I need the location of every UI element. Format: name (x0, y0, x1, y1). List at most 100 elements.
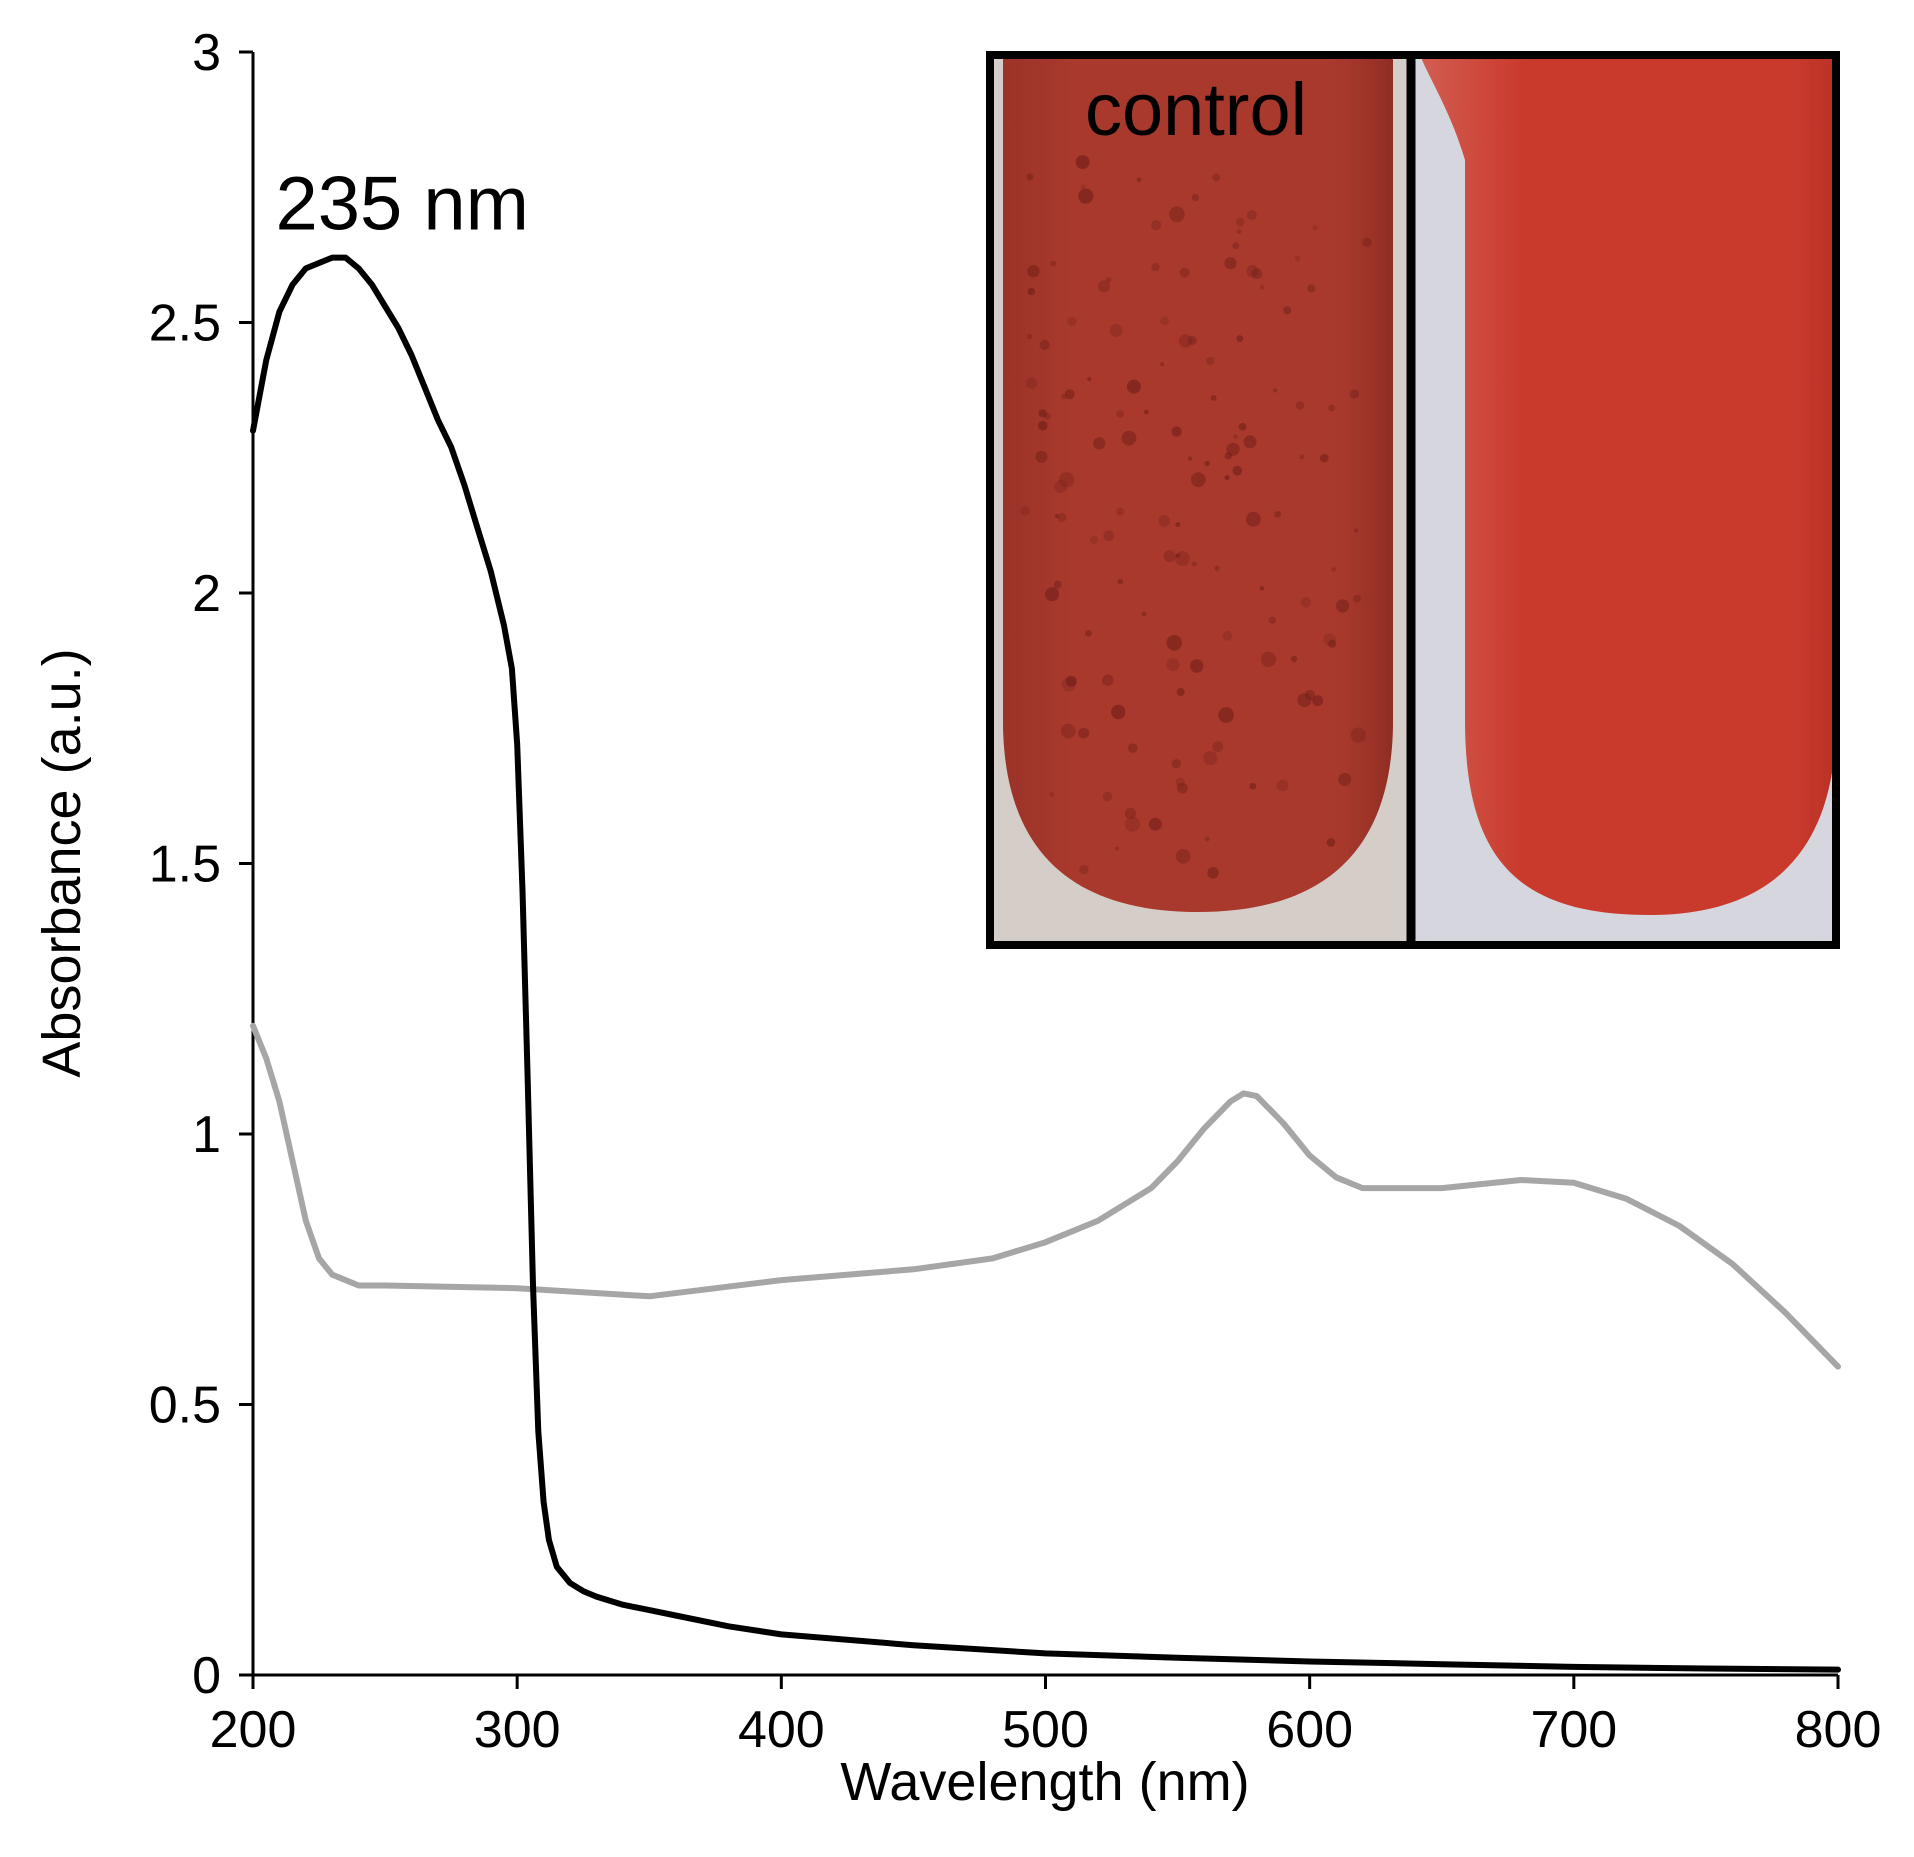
speckle (1224, 257, 1237, 270)
x-tick-label: 300 (474, 1701, 561, 1759)
speckle (1320, 453, 1329, 463)
speckle (1038, 420, 1048, 431)
speckle (1232, 242, 1240, 250)
speckle (1126, 379, 1141, 394)
x-tick-label: 700 (1530, 1701, 1617, 1759)
y-tick-label: 0 (192, 1647, 221, 1705)
speckle (1049, 791, 1055, 797)
speckle (1045, 587, 1060, 602)
speckle (1203, 751, 1218, 766)
y-tick-label: 1.5 (149, 836, 221, 894)
y-tick-label: 2 (192, 565, 221, 623)
speckle (1224, 475, 1230, 481)
speckle (1027, 265, 1040, 278)
speckle (1243, 435, 1257, 449)
speckle (1323, 633, 1336, 646)
speckle (1207, 867, 1219, 879)
speckle (1171, 759, 1182, 769)
speckle (1206, 356, 1215, 365)
speckle (1338, 773, 1352, 786)
speckle (1187, 336, 1197, 345)
speckle (1272, 388, 1278, 393)
speckle (1210, 395, 1217, 401)
speckle (1035, 450, 1048, 463)
speckle (1080, 184, 1086, 190)
speckle (1294, 255, 1301, 262)
speckle (1349, 389, 1360, 399)
speckle (1178, 334, 1193, 348)
speckle (1121, 430, 1137, 446)
speckle (1087, 376, 1092, 382)
speckle (1246, 264, 1259, 278)
speckle (1312, 224, 1318, 231)
speckle (1160, 316, 1169, 326)
speckle (1290, 655, 1298, 663)
speckle (1064, 389, 1075, 400)
speckle (1259, 284, 1265, 290)
speckle (1053, 580, 1062, 589)
y-tick-label: 2.5 (149, 295, 221, 353)
speckle (1268, 616, 1276, 624)
speckle (1212, 173, 1221, 182)
series-layer (250, 254, 1841, 1673)
x-tick-label: 800 (1795, 1701, 1882, 1759)
speckle (1260, 651, 1277, 667)
y-tick-label: 3 (192, 24, 221, 82)
speckle (1353, 528, 1359, 533)
speckle (1116, 507, 1125, 516)
speckle (1065, 675, 1077, 687)
speckle (1175, 849, 1191, 864)
speckle (1158, 515, 1171, 527)
speckle (1214, 565, 1220, 571)
speckle (1105, 276, 1112, 283)
x-tick-label: 600 (1266, 1701, 1353, 1759)
speckle (1246, 511, 1261, 527)
speckle (1075, 155, 1090, 170)
speckle (1326, 838, 1336, 847)
speckle (1124, 816, 1141, 832)
speckle (1179, 267, 1190, 278)
speckle (1204, 460, 1210, 467)
speckle (1148, 817, 1162, 831)
speckle (1078, 188, 1094, 204)
speckle (1222, 631, 1233, 641)
speckle (1020, 506, 1030, 516)
inset-label-control: control (1085, 68, 1307, 151)
speckle (1098, 280, 1110, 293)
speckle (1307, 284, 1316, 293)
speckle (1102, 791, 1113, 802)
speckle (1312, 695, 1324, 707)
speckle (1151, 262, 1160, 272)
speckle (1039, 339, 1050, 350)
speckle (1191, 193, 1200, 202)
speckle (1109, 323, 1123, 337)
speckle (1238, 423, 1247, 431)
peak-annotation: 235 nm (275, 162, 529, 247)
speckle (1283, 306, 1292, 315)
series-line-gray (250, 1022, 1841, 1370)
speckle (1297, 693, 1312, 708)
speckle (1362, 237, 1372, 248)
speckle (1027, 287, 1036, 296)
speckle (1274, 510, 1282, 518)
speckle (1171, 426, 1182, 437)
speckle (1350, 727, 1366, 743)
speckle (1259, 586, 1265, 591)
speckle (1151, 220, 1162, 231)
x-axis-title: Wavelength (nm) (840, 1752, 1249, 1812)
speckle (1038, 409, 1047, 418)
speckle (1175, 522, 1181, 528)
speckle (1191, 561, 1197, 567)
speckle (1204, 836, 1210, 842)
speckle (1328, 404, 1335, 412)
speckle (1141, 611, 1147, 617)
speckle (1102, 674, 1114, 686)
speckle (1352, 594, 1361, 603)
y-tick-label: 1 (192, 1106, 221, 1164)
speckle (1169, 206, 1185, 223)
sample-tube-shading (1420, 55, 1836, 915)
speckle (1085, 630, 1092, 637)
speckle (1115, 846, 1119, 851)
x-tick-label: 500 (1002, 1701, 1089, 1759)
y-ticks: 0 0.5 1 1.5 2 2.5 3 (149, 24, 253, 1705)
